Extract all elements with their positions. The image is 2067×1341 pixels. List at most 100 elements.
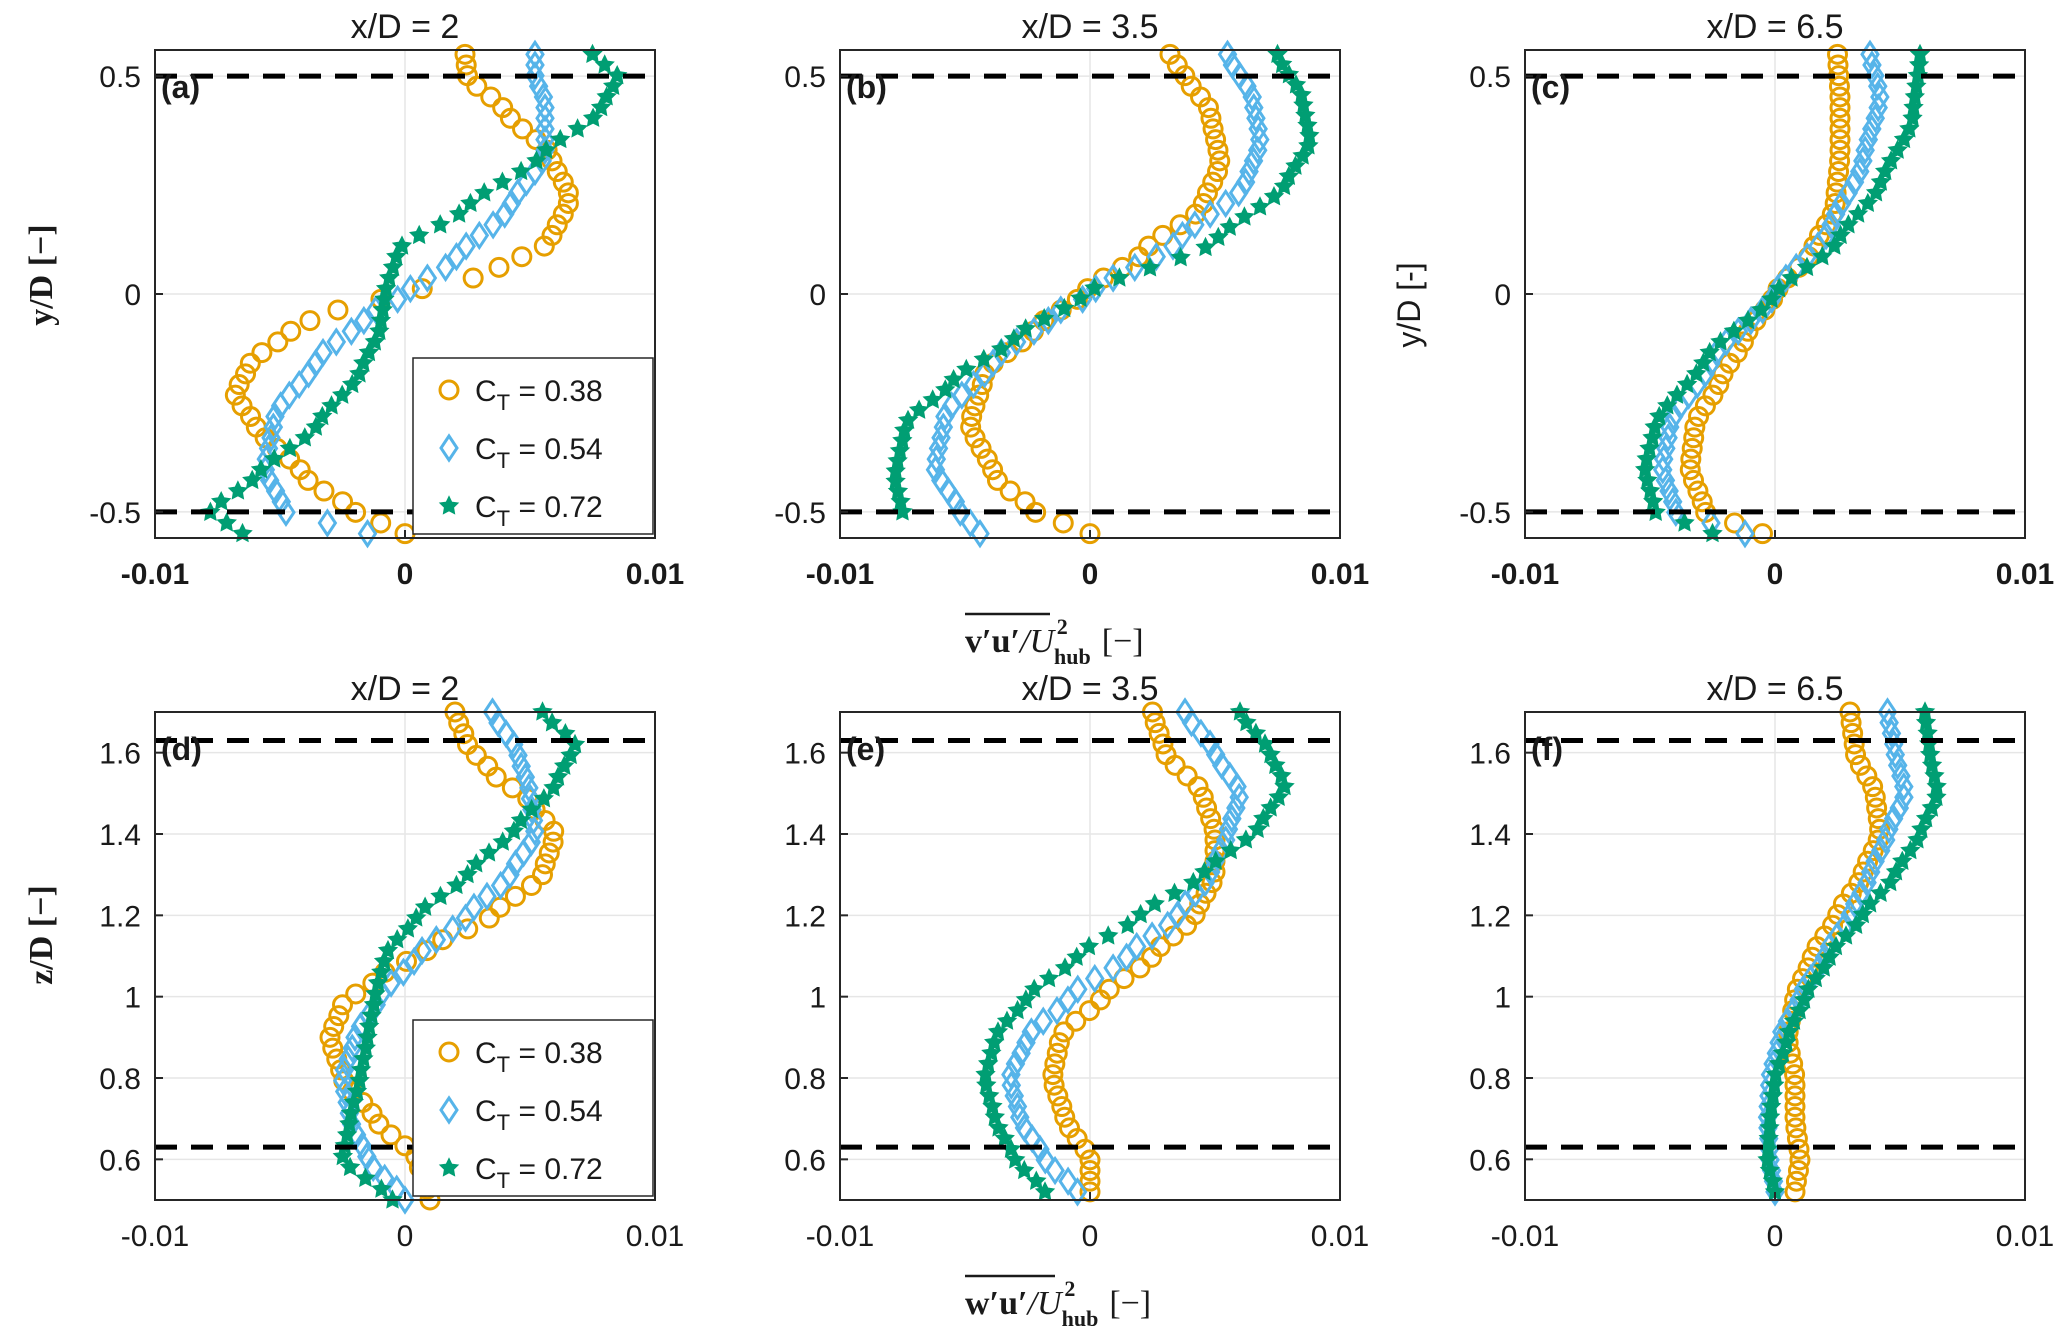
data-point bbox=[501, 188, 522, 219]
x-tick-label: 0 bbox=[1767, 558, 1784, 591]
data-point bbox=[500, 859, 520, 890]
data-point bbox=[1196, 797, 1218, 819]
data-point bbox=[552, 203, 574, 225]
data-point bbox=[1761, 288, 1782, 308]
data-point bbox=[1054, 297, 1075, 318]
data-point bbox=[1016, 1027, 1036, 1058]
data-point bbox=[943, 369, 964, 389]
data-point bbox=[1084, 963, 1105, 994]
data-point bbox=[1054, 1106, 1076, 1128]
data-point bbox=[343, 1091, 364, 1112]
x-tick-label: 0.01 bbox=[626, 558, 684, 591]
data-point bbox=[1829, 107, 1851, 129]
data-point bbox=[1042, 1064, 1064, 1086]
data-point bbox=[326, 327, 347, 357]
data-point bbox=[1220, 839, 1241, 860]
data-point bbox=[1887, 139, 1908, 159]
data-point bbox=[535, 139, 557, 159]
data-point bbox=[1657, 395, 1678, 415]
data-point bbox=[1892, 850, 1913, 870]
y-tick-label: 0.8 bbox=[784, 1063, 826, 1096]
data-point bbox=[460, 192, 481, 213]
data-point bbox=[1639, 437, 1660, 458]
y-tick-label: 1.4 bbox=[784, 819, 826, 852]
data-point bbox=[457, 863, 478, 884]
series-ct054 bbox=[1652, 39, 1890, 549]
data-point bbox=[1789, 1149, 1811, 1171]
data-point bbox=[1245, 722, 1267, 742]
data-point bbox=[1859, 893, 1881, 913]
data-point bbox=[1824, 235, 1845, 255]
data-point bbox=[387, 928, 408, 949]
panel-title: x/D = 6.5 bbox=[1706, 8, 1843, 46]
data-point bbox=[340, 1102, 362, 1122]
data-point bbox=[328, 1005, 350, 1027]
data-point bbox=[1702, 384, 1724, 406]
data-point bbox=[488, 256, 510, 278]
legend-sub: T bbox=[497, 506, 510, 531]
data-point bbox=[1236, 712, 1257, 732]
data-point bbox=[1187, 776, 1209, 798]
data-point bbox=[1784, 1064, 1806, 1086]
data-point bbox=[1278, 165, 1300, 185]
data-point bbox=[557, 182, 579, 204]
data-point bbox=[1849, 754, 1871, 776]
series-ct072 bbox=[1634, 43, 1931, 543]
panel-e: -0.01 0 0.01 0.6 0.8 1 1.2 1.4 1.6 x/D = 3.5 (e) bbox=[784, 670, 1369, 1253]
data-point bbox=[1659, 476, 1679, 506]
data-point bbox=[1885, 861, 1907, 881]
data-point bbox=[494, 199, 515, 229]
data-point bbox=[1014, 1159, 1035, 1180]
data-point bbox=[534, 853, 556, 875]
data-point bbox=[590, 96, 612, 117]
data-point bbox=[546, 214, 568, 236]
data-point bbox=[1909, 43, 1931, 63]
data-point bbox=[386, 245, 407, 266]
legend-marker bbox=[438, 1041, 460, 1063]
y-tick-label: 0.6 bbox=[1469, 1144, 1511, 1177]
data-point bbox=[1067, 974, 1088, 1004]
data-point bbox=[504, 885, 526, 907]
data-point bbox=[560, 744, 581, 765]
panel-title: x/D = 3.5 bbox=[1021, 670, 1158, 708]
data-point bbox=[1798, 978, 1819, 998]
x-tick-label: 0.01 bbox=[1311, 1220, 1369, 1253]
data-point bbox=[1838, 214, 1859, 234]
y-tick-label: -0.5 bbox=[89, 497, 141, 530]
ylabel-panel-c: y/D [-] bbox=[1391, 262, 1427, 347]
data-point bbox=[466, 853, 487, 873]
data-point bbox=[1247, 818, 1268, 838]
data-point bbox=[1857, 192, 1879, 213]
series-ct072 bbox=[200, 43, 628, 543]
data-point bbox=[931, 465, 951, 496]
data-point bbox=[981, 1042, 1002, 1062]
data-point bbox=[546, 161, 568, 183]
data-point bbox=[406, 907, 427, 927]
data-point bbox=[1883, 803, 1904, 834]
y-tick-label: 1.2 bbox=[99, 900, 141, 933]
data-point bbox=[349, 363, 370, 383]
data-point bbox=[350, 1059, 372, 1079]
y-tick-label: 1.2 bbox=[1469, 900, 1511, 933]
y-tick-label: 0.5 bbox=[784, 61, 826, 94]
xlabel-bottom: w′u′/Uhub 2 [−] bbox=[965, 1274, 1151, 1331]
data-point bbox=[1103, 953, 1123, 983]
xlabel-bottom-sup: 2 bbox=[1064, 1276, 1075, 1301]
data-point bbox=[1772, 1042, 1794, 1062]
x-tick-label: -0.01 bbox=[1491, 1220, 1559, 1253]
legend-marker bbox=[439, 433, 459, 463]
data-point bbox=[334, 1055, 355, 1085]
data-point bbox=[979, 1085, 1000, 1105]
legend-entry-text: CT = 0.72 bbox=[475, 491, 603, 531]
data-point bbox=[1048, 1032, 1070, 1054]
data-point bbox=[1737, 309, 1759, 330]
data-point bbox=[363, 1152, 384, 1183]
data-point bbox=[1207, 139, 1229, 161]
data-point bbox=[358, 1015, 380, 1036]
x-tick-label: 0 bbox=[397, 558, 414, 591]
data-point bbox=[446, 874, 467, 895]
data-point bbox=[1874, 160, 1896, 181]
